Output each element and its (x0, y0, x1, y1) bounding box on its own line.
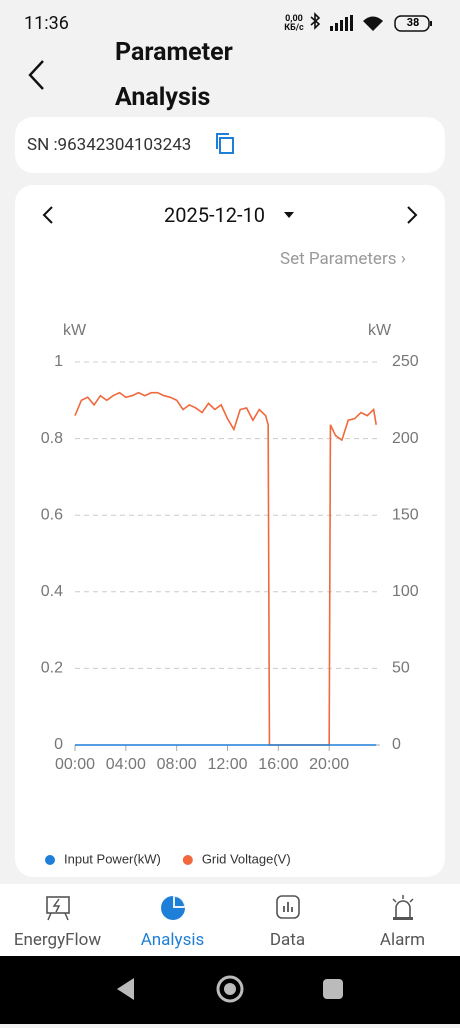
data-icon (275, 895, 300, 919)
nav-label: Analysis (140, 930, 205, 950)
serial-number: SN :96342304103243 (27, 135, 192, 155)
date-picker[interactable]: 2025-12-10 (164, 203, 265, 227)
bottom-nav (0, 884, 460, 956)
back-button[interactable] (22, 58, 52, 92)
nav-label: Data (269, 930, 306, 950)
system-nav (0, 956, 460, 1024)
chart-card (15, 185, 445, 877)
alarm-icon (391, 895, 414, 920)
battery-level: 38 (406, 16, 420, 29)
nav-label: EnergyFlow (13, 930, 102, 950)
set-parameters[interactable]: Set Parameters › (280, 249, 406, 269)
nav-energyflow[interactable]: EnergyFlow (0, 893, 115, 950)
copy-icon[interactable] (214, 132, 236, 156)
nav-label: Alarm (379, 930, 426, 950)
status-time: 11:36 (24, 13, 69, 34)
energyflow-icon (45, 896, 70, 921)
sn-card: SN :96342304103243 (15, 117, 445, 173)
system-buttons (117, 975, 343, 1003)
prev-day[interactable] (38, 204, 58, 226)
status-icons (310, 12, 432, 32)
date-dropdown[interactable] (283, 210, 295, 220)
next-day[interactable] (402, 204, 422, 226)
set-parameters-label: Set Parameters (280, 249, 397, 269)
nav-alarm[interactable]: Alarm (345, 893, 460, 950)
nav-data[interactable]: Data (230, 893, 345, 950)
status-speed: 0,00 КБ/с (284, 14, 304, 33)
page-title: Parameter Analysis (115, 38, 233, 112)
nav-analysis[interactable]: Analysis (115, 893, 230, 950)
analysis-icon (160, 896, 185, 920)
